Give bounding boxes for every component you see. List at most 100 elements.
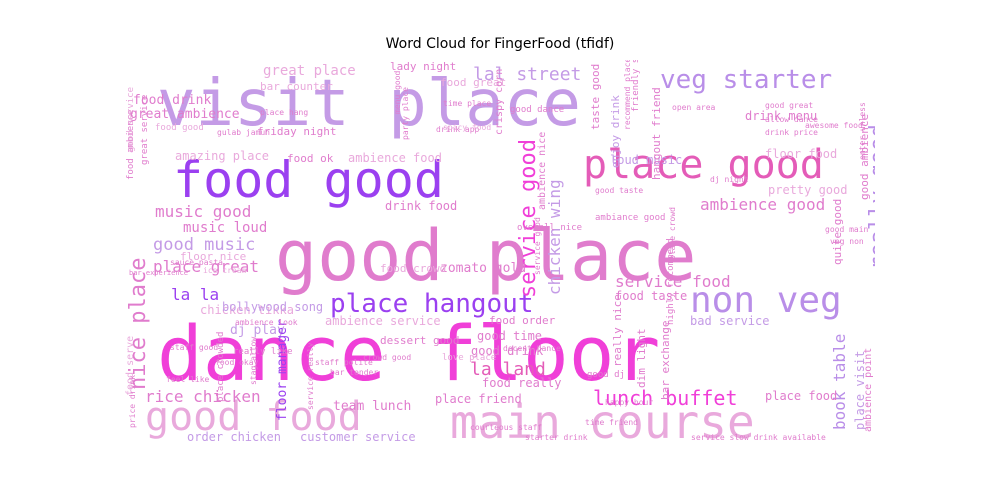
word-cloud-word: ambience service — [325, 314, 441, 328]
word-cloud-word: feel like — [166, 375, 210, 384]
word-cloud-word: place crowd — [668, 207, 677, 260]
word-cloud-word: friendly staff — [631, 60, 641, 112]
word-cloud-word: taste good — [589, 64, 602, 130]
word-cloud-word: good music — [153, 235, 255, 255]
word-cloud-word: good service — [126, 87, 136, 152]
word-cloud-word: staff polite — [315, 358, 373, 367]
word-cloud-word: floor food — [765, 147, 837, 161]
word-cloud-word: food great — [440, 76, 506, 89]
word-cloud-word: staff good — [170, 343, 218, 352]
word-cloud-word: crowd good — [363, 353, 411, 362]
word-cloud-word: ambience point — [863, 348, 874, 432]
word-cloud-word: good main — [825, 225, 869, 234]
word-cloud-word: good ambience — [858, 114, 871, 200]
word-cloud-word: great service — [140, 95, 150, 165]
word-cloud-word: book table — [830, 334, 849, 430]
word-cloud-word: recommend place — [623, 60, 632, 130]
word-cloud-word: ambience food — [348, 151, 442, 165]
word-cloud-word: service really — [306, 342, 315, 410]
word-cloud-word: sauce pasta — [170, 258, 223, 267]
word-cloud-word: good place — [275, 215, 696, 297]
word-cloud-word: bar experience — [129, 269, 188, 277]
word-cloud-word: dim light — [635, 328, 648, 388]
word-cloud-word: ambience nice — [537, 132, 548, 210]
word-cloud-word: food drink — [133, 93, 211, 108]
word-cloud-word: good food — [145, 394, 362, 440]
word-cloud-word: music good — [155, 202, 251, 221]
word-cloud-word: rice chicken — [145, 387, 261, 406]
word-cloud-word: time place — [443, 99, 491, 108]
word-cloud-word: dj night — [710, 175, 749, 184]
word-cloud-word: ambiance good — [595, 213, 665, 223]
word-cloud-word: main course — [450, 395, 755, 446]
word-cloud-word: floor manager — [275, 319, 290, 421]
word-cloud-word: lady night — [390, 60, 456, 73]
word-cloud-word: drink menu — [745, 109, 817, 123]
word-cloud-word: customer service — [300, 430, 416, 444]
word-cloud-word: quite good — [831, 199, 844, 265]
word-cloud-word: lunch buffet — [593, 386, 738, 410]
word-cloud-word: awesome food — [805, 121, 863, 130]
word-cloud-word: loud music — [610, 153, 682, 167]
word-cloud-word: overall nice — [517, 223, 582, 233]
word-cloud-word: food taste — [615, 289, 687, 303]
word-cloud-word: place great — [153, 257, 259, 276]
word-cloud-word: open area — [672, 103, 716, 112]
word-cloud-word: food ok — [287, 152, 334, 165]
word-cloud-word: crispy corn — [494, 69, 505, 135]
word-cloud-word: music loud — [183, 220, 267, 236]
word-cloud-word: bar exchange — [659, 321, 672, 400]
word-cloud-word: service food — [615, 272, 731, 291]
word-cloud-word: drink app — [436, 125, 480, 134]
word-cloud-word: good dj — [587, 370, 625, 380]
word-cloud-word: ice cream — [203, 266, 247, 275]
word-cloud-word: order chicken — [187, 430, 281, 444]
word-cloud-word: courteous staff — [470, 423, 542, 432]
word-cloud-word: service good — [533, 217, 542, 275]
word-cloud-word: place friend — [435, 392, 522, 406]
word-cloud-word: visit place — [157, 67, 581, 141]
word-cloud-word: bar tender — [330, 368, 378, 377]
word-cloud-word: bad service — [690, 314, 769, 328]
word-cloud-word: good dance — [510, 105, 564, 115]
word-cloud-word: good drink — [471, 344, 544, 358]
word-cloud-word: drink price — [765, 128, 818, 137]
word-cloud-word: team lunch — [333, 399, 411, 414]
word-cloud-word: place crowded — [216, 332, 226, 402]
word-cloud-word: stag allow — [249, 337, 258, 385]
word-cloud-word: starter drink — [525, 433, 588, 442]
word-cloud-word: decent dance — [503, 344, 561, 353]
word-cloud-word: highly recommend — [666, 238, 676, 325]
word-cloud-word: friday night — [257, 125, 336, 138]
word-cloud-word: enter unless — [858, 102, 867, 160]
word-cloud-word: chicken tikka — [200, 303, 294, 317]
word-cloud-word: place hangout — [330, 289, 534, 319]
word-cloud-word: amazing place — [175, 149, 269, 163]
word-cloud-word: food good — [155, 123, 204, 133]
word-cloud-word: hangout friend — [650, 87, 663, 180]
word-cloud-word: place visit — [853, 351, 867, 430]
word-cloud-word: spicy food — [443, 123, 491, 132]
word-cloud-word: menu good — [393, 70, 402, 114]
word-cloud-word: food okay — [215, 358, 259, 367]
word-cloud-word: gulab jamun — [217, 128, 270, 137]
word-cloud-word: good great — [765, 101, 813, 110]
word-cloud-word: service good — [516, 139, 541, 298]
word-cloud-word: la la — [171, 285, 219, 304]
word-cloud-word: place hang — [260, 108, 308, 117]
word-cloud-word: really good — [866, 124, 875, 270]
word-cloud-word: ambience good — [700, 195, 825, 214]
word-cloud-word: ambience look — [235, 318, 298, 327]
word-cloud: visit place dance floor good place food goo… — [125, 60, 875, 446]
word-cloud-word: place good — [583, 142, 824, 188]
word-cloud-word: lal street — [473, 64, 581, 85]
word-cloud-word: floor nice — [180, 250, 246, 263]
word-cloud-word: really nice — [611, 294, 624, 367]
word-cloud-word: service slow drink available — [691, 433, 826, 442]
word-cloud-word: good time — [477, 329, 542, 343]
word-cloud-word: love place — [442, 353, 496, 363]
word-cloud-word: party place — [401, 87, 410, 140]
word-cloud-word: veg starter — [660, 65, 832, 95]
word-cloud-word: food good — [173, 151, 444, 209]
